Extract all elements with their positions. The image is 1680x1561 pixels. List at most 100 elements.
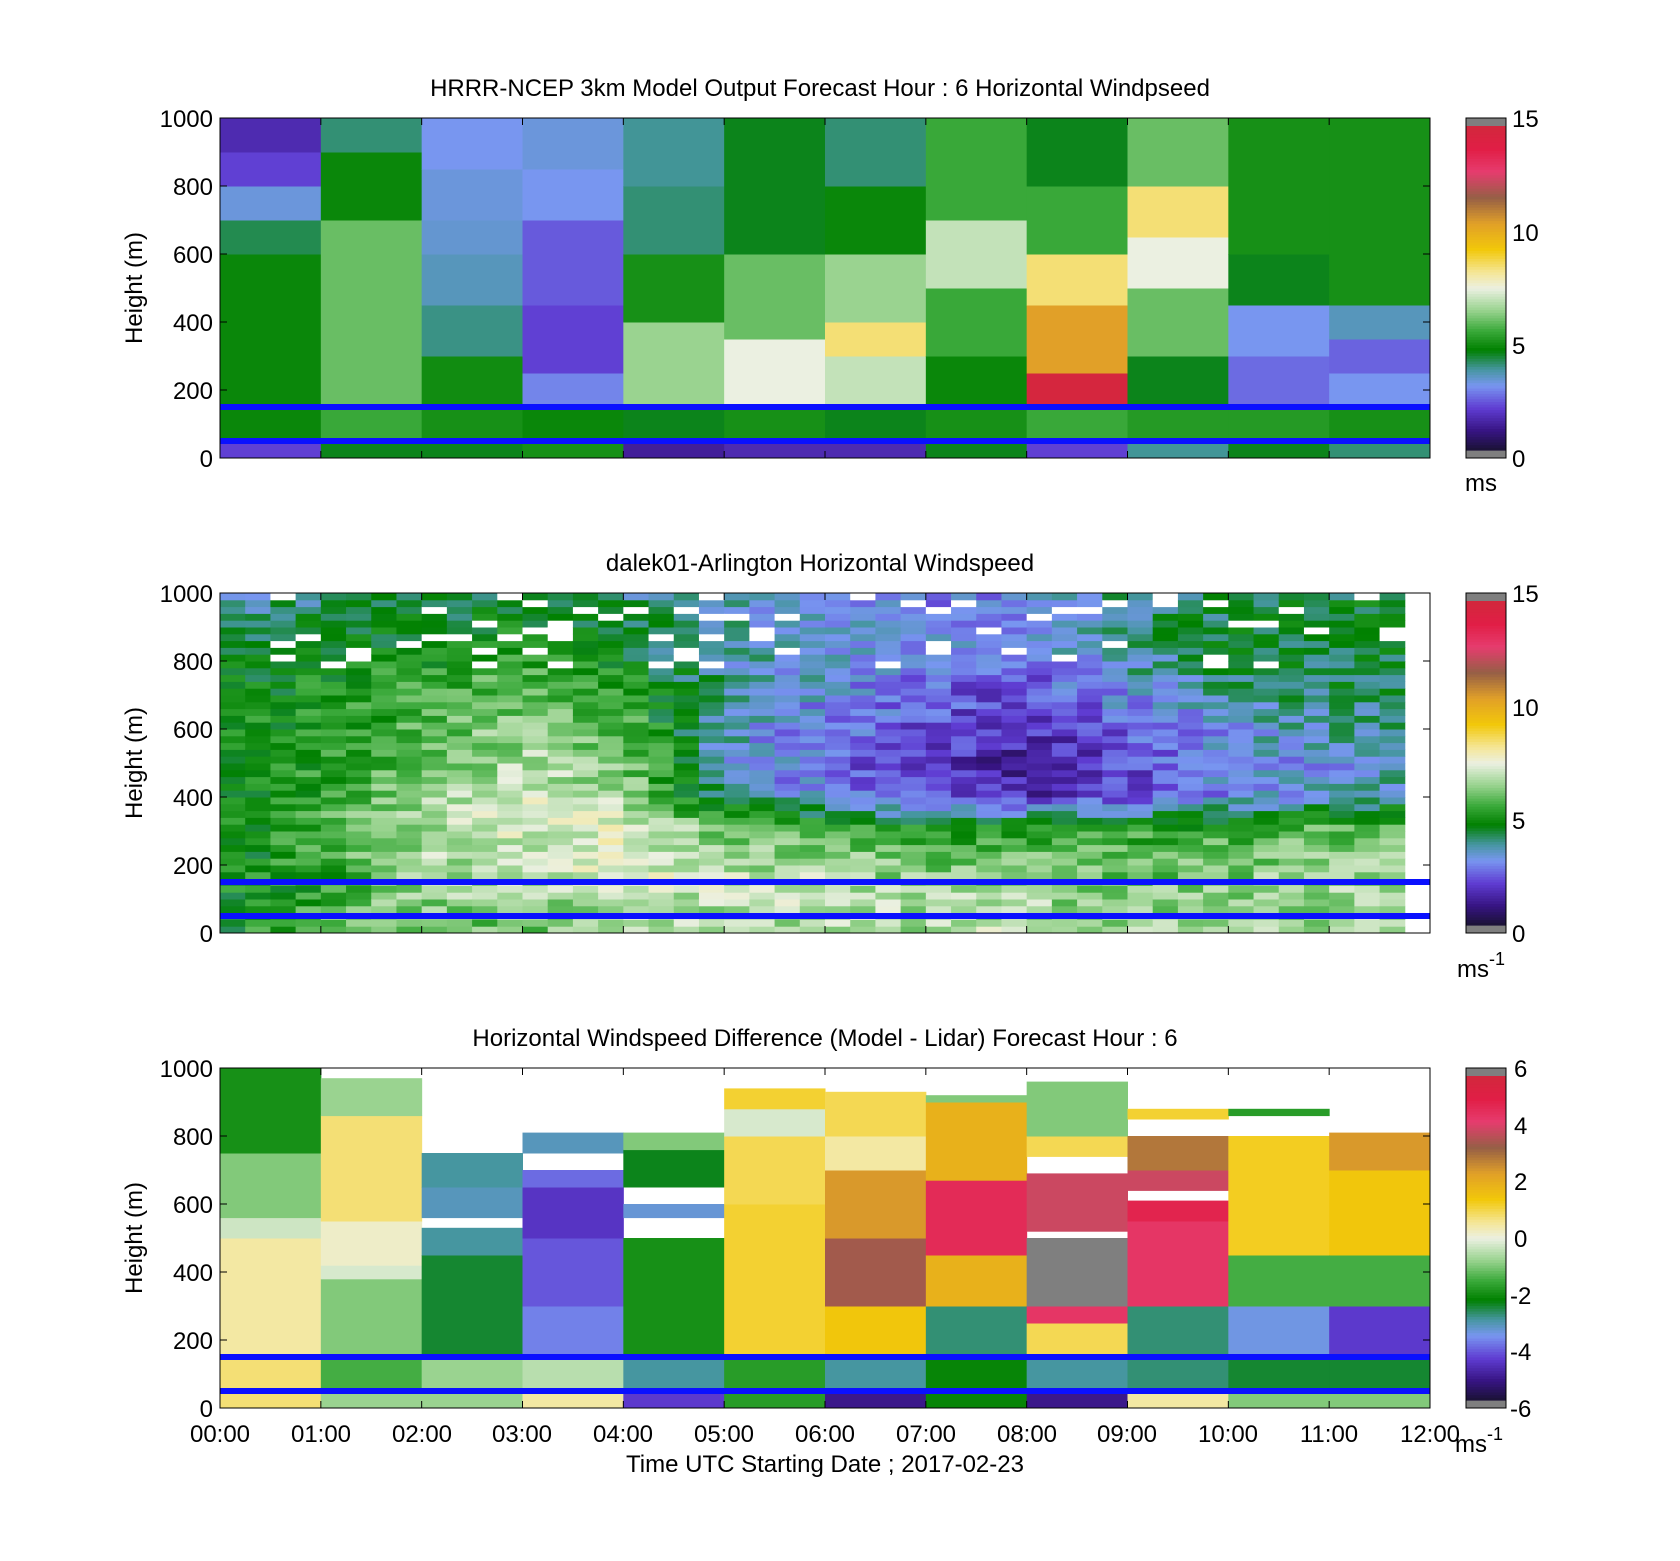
heatmap-cell	[673, 735, 700, 744]
heatmap-cell	[497, 620, 523, 628]
heatmap-cell	[850, 613, 876, 621]
heatmap-cell	[220, 865, 246, 873]
heatmap-cell	[1001, 783, 1028, 791]
heatmap-cell	[1203, 763, 1229, 771]
heatmap-cell	[220, 1357, 322, 1409]
heatmap-cell	[421, 776, 448, 784]
heatmap-cell	[1127, 1357, 1229, 1392]
heatmap-cell	[1051, 620, 1078, 628]
colorbar-step	[1466, 306, 1506, 311]
colorbar-step	[1466, 309, 1506, 313]
heatmap-cell	[925, 681, 952, 689]
colorbar-step	[1466, 857, 1506, 861]
heatmap-cell	[421, 667, 448, 676]
heatmap-cell	[825, 186, 927, 255]
heatmap-cell	[698, 695, 725, 703]
heatmap-cell	[1303, 708, 1330, 716]
heatmap-cell	[673, 831, 700, 839]
heatmap-cell	[925, 688, 952, 696]
heatmap-cell	[320, 441, 423, 459]
colorbar: -6 -4 -2 0 2 4 6 ms-1	[1455, 1056, 1531, 1458]
heatmap-cell	[976, 865, 1002, 873]
colorbar-step	[1466, 771, 1506, 775]
heatmap-cell	[698, 606, 725, 614]
heatmap-cell	[1303, 817, 1330, 825]
heatmap-cell	[320, 667, 347, 676]
heatmap-cell	[598, 735, 624, 744]
heatmap-cell	[547, 851, 574, 859]
colorbar-step	[1466, 862, 1506, 867]
colorbar-step	[1466, 1202, 1506, 1207]
heatmap-cell	[1152, 667, 1179, 676]
heatmap-cell	[497, 599, 523, 608]
heatmap-cell	[749, 708, 776, 716]
heatmap-cell	[1077, 722, 1103, 730]
heatmap-cell	[850, 926, 876, 934]
heatmap-cell	[749, 831, 776, 839]
heatmap-cell	[346, 620, 372, 628]
heatmap-cell	[346, 729, 372, 737]
heatmap-cell	[522, 688, 549, 696]
heatmap-cell	[245, 667, 271, 676]
heatmap-cell	[270, 708, 297, 716]
heatmap-cell	[446, 667, 473, 676]
heatmap-cell	[900, 756, 927, 764]
heatmap-cell	[1026, 1081, 1128, 1137]
heatmap-cell	[648, 797, 675, 805]
heatmap-cell	[547, 871, 574, 880]
heatmap-cell	[572, 722, 599, 730]
colorbar-step	[1466, 852, 1506, 856]
heatmap-cell	[1303, 593, 1330, 601]
colorbar-step	[1466, 182, 1506, 186]
heatmap-cell	[673, 715, 700, 723]
heatmap-cell	[951, 885, 977, 893]
heatmap-cell	[623, 681, 650, 689]
heatmap-cell	[925, 776, 952, 784]
colorbar-step	[1466, 147, 1506, 151]
heatmap-cell	[900, 817, 927, 825]
heatmap-cell	[1329, 851, 1355, 859]
heatmap-cell	[648, 763, 675, 771]
heatmap-cell	[472, 831, 498, 839]
heatmap-cell	[1152, 735, 1179, 744]
colorbar: 0 5 10 15 ms-1	[1457, 581, 1539, 983]
heatmap-cell	[724, 756, 750, 764]
heatmap-cell	[1379, 926, 1406, 934]
heatmap-cell	[245, 674, 271, 682]
heatmap-cell	[1278, 722, 1305, 730]
heatmap-cell	[673, 654, 700, 662]
heatmap-cell	[396, 871, 423, 880]
heatmap-cell	[1303, 865, 1330, 873]
heatmap-cell	[1051, 599, 1078, 608]
colorbar-step	[1466, 1259, 1506, 1263]
heatmap-cell	[698, 701, 725, 710]
heatmap-cell	[724, 858, 750, 866]
colorbar-step	[1466, 752, 1506, 756]
heatmap-cell	[1278, 831, 1305, 839]
heatmap-cell	[1026, 919, 1053, 927]
colorbar-step	[1466, 757, 1506, 761]
heatmap-cell	[446, 885, 473, 893]
heatmap-cell	[648, 844, 675, 852]
heatmap-cell	[875, 865, 902, 873]
heatmap-cell	[799, 688, 826, 696]
heatmap-cell	[951, 647, 977, 655]
heatmap-cell	[572, 885, 599, 893]
colorbar-step	[1466, 274, 1506, 278]
colorbar-step	[1466, 1329, 1506, 1334]
heatmap-cell	[1077, 667, 1103, 676]
heatmap-cell	[497, 837, 523, 846]
heatmap-cell	[1379, 701, 1406, 710]
heatmap-cell	[421, 824, 448, 832]
heatmap-cell	[1127, 919, 1154, 927]
heatmap-cell	[1354, 763, 1381, 771]
heatmap-cell	[976, 776, 1002, 784]
colorbar-step	[1466, 374, 1506, 378]
colorbar-step	[1466, 1254, 1506, 1258]
heatmap-cell	[875, 810, 902, 818]
colorbar-step	[1466, 231, 1506, 235]
heatmap-cell	[1329, 763, 1355, 771]
heatmap-cell	[220, 701, 246, 710]
heatmap-cell	[572, 667, 599, 676]
colorbar-step	[1466, 765, 1506, 769]
